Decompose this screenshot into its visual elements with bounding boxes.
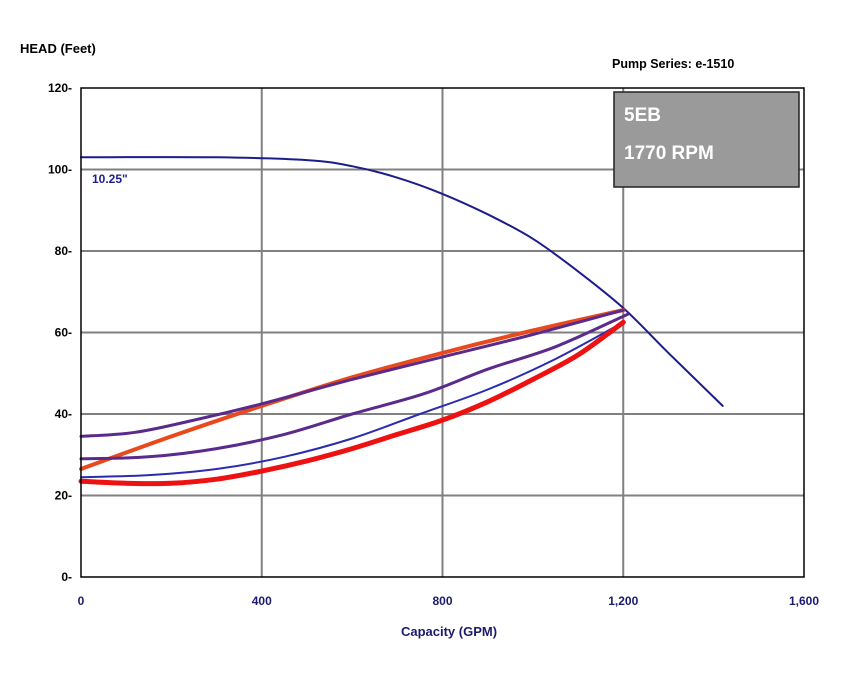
system-curve-1 (79, 308, 626, 471)
plot-frame (80, 87, 805, 578)
x-tick-label: 1,200 (608, 594, 638, 608)
system-curve-5 (78, 319, 626, 487)
x-tick-label: 1,600 (789, 594, 819, 608)
y-tick-label: 120- (48, 81, 72, 95)
y-tick-label: 100- (48, 163, 72, 177)
curves (78, 156, 724, 487)
system-curve-2 (79, 308, 625, 438)
tick-labels: 0- 20- 40- 60- 80- 100- 120- 0 400 800 1,200 1,600 (48, 81, 819, 608)
model-label: 5EB (624, 105, 661, 126)
x-tick-label: 800 (432, 594, 452, 608)
impeller-diameter-label: 10.25" (92, 172, 128, 186)
y-axis-label: HEAD (Feet) (20, 41, 96, 56)
y-tick-label: 20- (55, 489, 72, 503)
x-tick-label: 400 (252, 594, 272, 608)
y-tick-label: 0- (61, 570, 72, 584)
system-curve-3 (79, 312, 630, 461)
y-tick-label: 60- (55, 326, 72, 340)
system-curve-4 (80, 321, 625, 479)
head-capacity-curve (80, 156, 724, 407)
x-axis-label: Capacity (GPM) (401, 624, 497, 639)
chart-title: Pump Series: e-1510 (612, 57, 734, 71)
info-box-background (613, 91, 800, 188)
rpm-label: 1770 RPM (624, 143, 714, 164)
y-tick-label: 80- (55, 244, 72, 258)
y-tick-label: 40- (55, 407, 72, 421)
info-box: 5EB 1770 RPM (613, 91, 800, 188)
x-tick-label: 0 (78, 594, 85, 608)
